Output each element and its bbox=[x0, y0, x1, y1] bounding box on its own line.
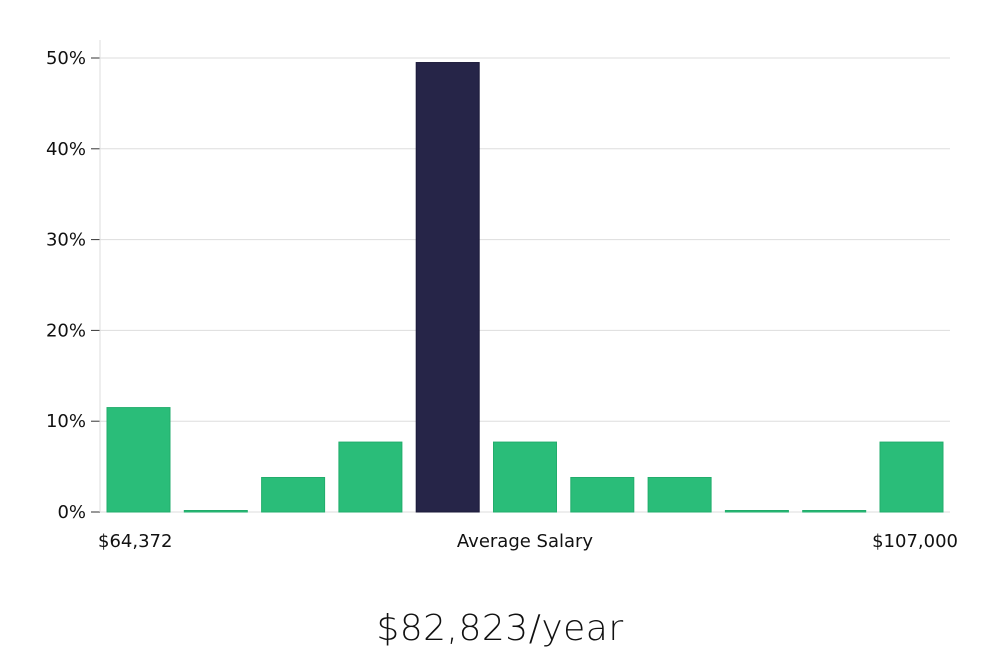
y-tick-label: 40% bbox=[46, 139, 86, 160]
bar bbox=[261, 476, 326, 513]
x-label-min: $64,372 bbox=[98, 531, 172, 552]
x-label-average: Average Salary bbox=[457, 531, 594, 552]
y-tick-label: 10% bbox=[46, 411, 86, 432]
bar bbox=[570, 476, 635, 513]
y-tick-label: 0% bbox=[57, 502, 86, 523]
y-tick-label: 30% bbox=[46, 230, 86, 251]
bar bbox=[724, 510, 789, 513]
y-axis-ticks: 0% 10% 20% 30% 40% 50% bbox=[46, 48, 100, 523]
salary-histogram: 0% 10% 20% 30% 40% 50% $64,372 Average Salary… bbox=[46, 40, 958, 552]
y-tick-label: 50% bbox=[46, 48, 86, 69]
bar-average-salary bbox=[415, 62, 480, 513]
bar bbox=[647, 476, 712, 513]
bar bbox=[106, 407, 171, 513]
bar bbox=[802, 510, 867, 513]
bar bbox=[183, 510, 248, 513]
x-label-max: $107,000 bbox=[872, 531, 958, 552]
bar bbox=[493, 441, 557, 513]
bar bbox=[338, 441, 403, 513]
y-tick-label: 20% bbox=[46, 320, 86, 341]
bar bbox=[879, 441, 944, 513]
average-salary-value: $82,823/year bbox=[376, 608, 624, 649]
bars bbox=[106, 62, 944, 513]
